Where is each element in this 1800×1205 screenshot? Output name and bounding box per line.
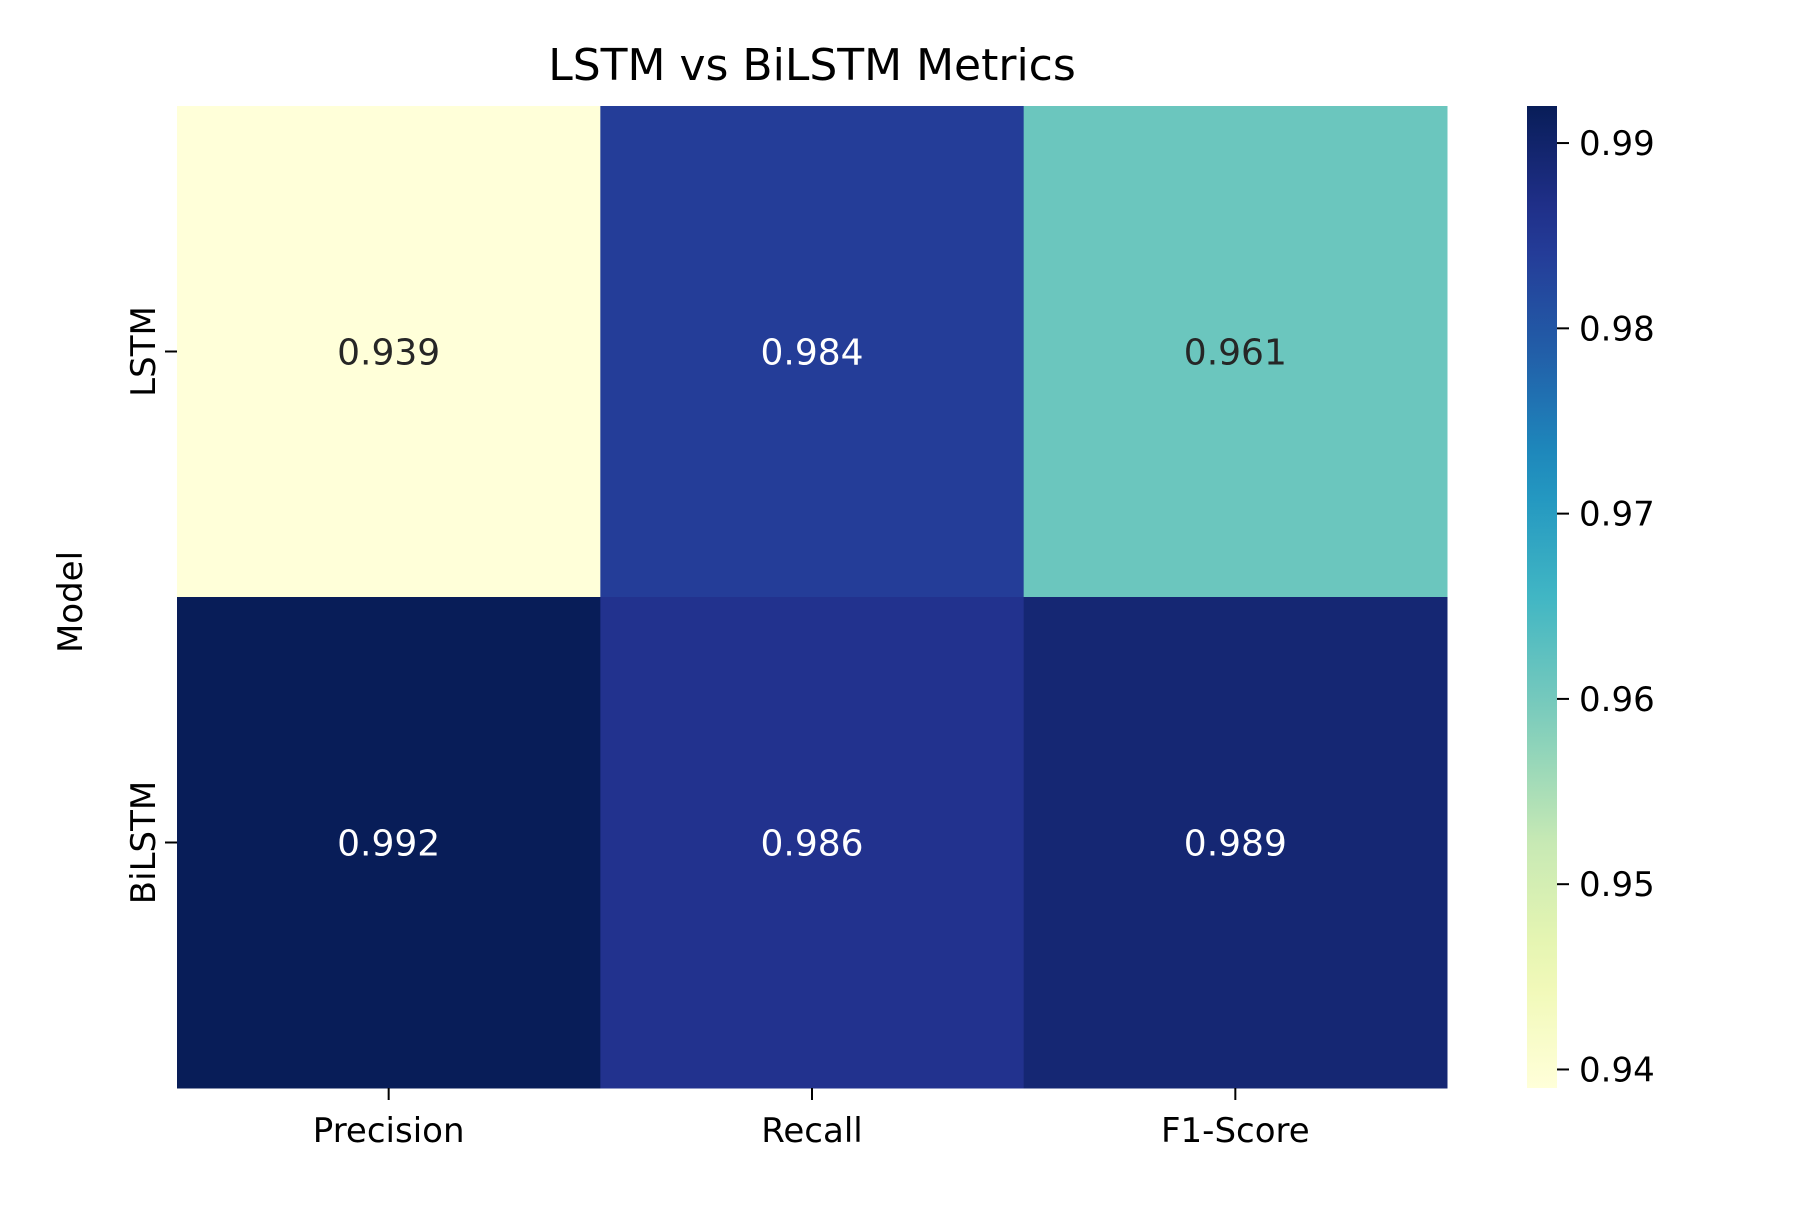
heatmap-cell bbox=[177, 597, 601, 1089]
x-tick-label: Precision bbox=[313, 1111, 465, 1151]
colorbar-gradient bbox=[1527, 106, 1557, 1088]
colorbar: 0.94 0.95 0.96 0.97 0.98 0.99 bbox=[1527, 106, 1655, 1090]
y-axis-label: Model bbox=[51, 551, 91, 653]
chart-title: LSTM vs BiLSTM Metrics bbox=[548, 40, 1076, 91]
y-tick-label: BiLSTM bbox=[124, 781, 164, 904]
colorbar-tick-label: 0.98 bbox=[1579, 309, 1655, 349]
heatmap-cell bbox=[1023, 597, 1448, 1089]
x-tick-label: Recall bbox=[761, 1111, 862, 1151]
cell-value-label: 0.989 bbox=[1184, 824, 1287, 865]
colorbar-tick-label: 0.97 bbox=[1579, 495, 1655, 535]
y-axis-ticks: LSTM BiLSTM bbox=[124, 306, 177, 904]
colorbar-tick-label: 0.96 bbox=[1579, 680, 1655, 720]
colorbar-tick-label: 0.99 bbox=[1579, 124, 1655, 164]
heatmap-cell bbox=[177, 106, 601, 598]
cell-value-label: 0.939 bbox=[337, 333, 440, 374]
cell-value-label: 0.986 bbox=[760, 824, 863, 865]
y-tick-label: LSTM bbox=[124, 306, 164, 397]
heatmap-cell bbox=[600, 106, 1025, 598]
cell-value-label: 0.961 bbox=[1184, 333, 1287, 374]
heatmap-cell bbox=[600, 597, 1025, 1089]
x-axis-ticks: Precision Recall F1-Score bbox=[313, 1088, 1310, 1151]
heatmap-cell bbox=[1023, 106, 1448, 598]
colorbar-tick-label: 0.94 bbox=[1579, 1050, 1655, 1090]
cell-value-label: 0.984 bbox=[760, 333, 863, 374]
x-tick-label: F1-Score bbox=[1161, 1111, 1310, 1151]
heatmap-cells: 0.939 0.984 0.961 0.992 0.986 0.989 bbox=[177, 106, 1448, 1089]
colorbar-tick-label: 0.95 bbox=[1579, 865, 1655, 905]
cell-value-label: 0.992 bbox=[337, 824, 440, 865]
